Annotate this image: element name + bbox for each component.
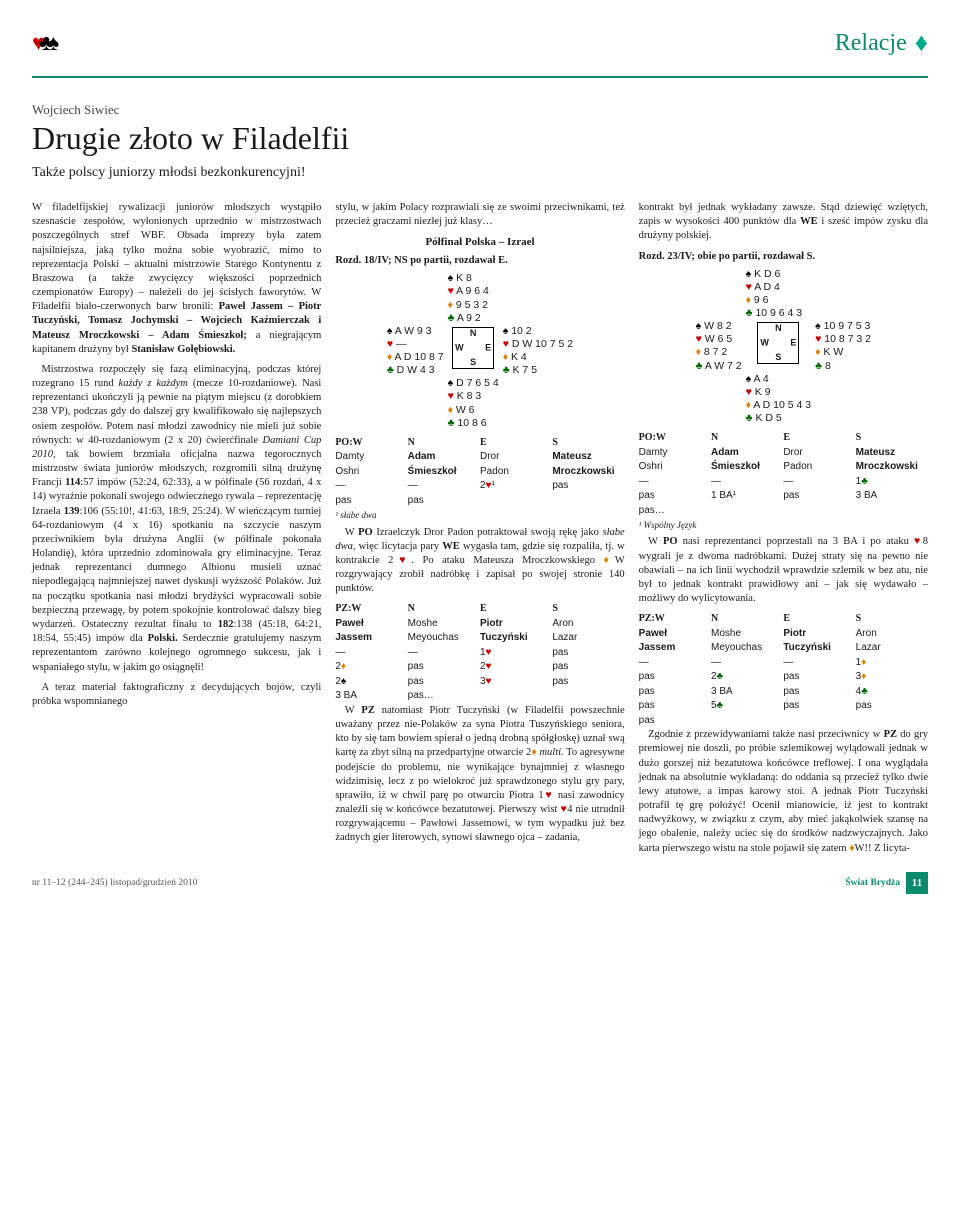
- text-bold: 114: [65, 477, 80, 488]
- section-title: Relacje: [487, 30, 907, 57]
- deal-1: K 8 A 9 6 4 9 5 3 2 A 9 2 A W 9 3 — A D …: [335, 272, 624, 430]
- text-bold: 182: [218, 619, 234, 630]
- column-1: W filadelfijskiej rywalizacji juniorów m…: [32, 201, 321, 862]
- footnote-1: ¹ słabe dwa: [335, 509, 624, 521]
- bidding-4-header: PZ:WNES: [639, 612, 928, 626]
- bidding-names: DamtyAdamDrorMateusz: [335, 450, 624, 464]
- article-title: Drugie złoto w Filadelfii: [32, 120, 928, 157]
- bidding-2-header: PZ:WNES: [335, 602, 624, 616]
- page-number: 11: [906, 872, 928, 894]
- c2-p3: W PZ natomiast Piotr Tuczyński (w Filade…: [335, 704, 624, 846]
- header: ♥ ♣ ♠ Relacje ♦: [32, 28, 928, 58]
- subheading: Półfinał Polska – Izrael: [335, 235, 624, 250]
- text-bold: Polski.: [148, 633, 178, 644]
- page-footer: nr 11–12 (244–245) listopad/grudzień 201…: [32, 872, 928, 894]
- author: Wojciech Siwiec: [32, 102, 928, 118]
- column-3: kontrakt był jednak wykładany zawsze. St…: [639, 201, 928, 862]
- spade-icon: ♠: [48, 30, 60, 56]
- page: ♥ ♣ ♠ Relacje ♦ Wojciech Siwiec Drugie z…: [0, 0, 960, 906]
- c3-p3: Zgodnie z przewidywaniami także nasi prz…: [639, 728, 928, 856]
- text-italic: każdy z każdym: [119, 378, 188, 389]
- board-header-2: Rozd. 23/IV; obie po partii, rozdawał S.: [639, 250, 928, 264]
- south-hand: D 7 6 5 4: [448, 377, 499, 390]
- text: :106 (55:10!, 41:63, 18:9, 25:24). W wie…: [32, 506, 321, 630]
- c3-p1: kontrakt był jednak wykładany zawsze. St…: [639, 201, 928, 244]
- diamond-icon: ♦: [915, 28, 928, 58]
- c2-p2: W PO Izraelczyk Dror Padon potraktował s…: [335, 526, 624, 597]
- bidding-3-header: PO:WNES: [639, 431, 928, 445]
- c1-p2: Mistrzostwa rozpoczęły się fazą eliminac…: [32, 363, 321, 675]
- text-bold: 139: [64, 506, 80, 517]
- header-divider: [32, 76, 928, 78]
- text: W filadelfijskiej rywalizacji juniorów m…: [32, 202, 321, 312]
- c1-p1: W filadelfijskiej rywalizacji juniorów m…: [32, 201, 321, 357]
- c1-p3: A teraz materiał faktograficzny z decydu…: [32, 681, 321, 709]
- deal-2: K D 6 A D 4 9 6 10 9 6 4 3 W 8 2 W 6 5 8…: [639, 268, 928, 426]
- c3-p2: W PO nasi reprezentanci poprzestali na 3…: [639, 535, 928, 606]
- east-hand: 10 2: [503, 325, 573, 338]
- compass-icon: NWES: [757, 322, 799, 364]
- header-suit-icons: ♥ ♣ ♠: [32, 30, 59, 56]
- board-header-1: Rozd. 18/IV; NS po partii, rozdawał E.: [335, 254, 624, 268]
- c2-p1: stylu, w jakim Polacy rozprawiali się ze…: [335, 201, 624, 229]
- footnote-2: ¹ Wspólny Język: [639, 519, 928, 531]
- columns: W filadelfijskiej rywalizacji juniorów m…: [32, 201, 928, 862]
- issue-info: nr 11–12 (244–245) listopad/grudzień 201…: [32, 878, 197, 888]
- compass-icon: NWES: [452, 327, 494, 369]
- bidding-1-header: PO:WNES: [335, 436, 624, 450]
- west-hand: A W 9 3: [387, 325, 444, 338]
- magazine-name: Świat Brydża: [845, 878, 900, 888]
- article-subtitle: Także polscy juniorzy młodsi bezkonkuren…: [32, 165, 928, 181]
- column-2: stylu, w jakim Polacy rozprawiali się ze…: [335, 201, 624, 862]
- text-bold: Stanisław Gołębiowski.: [131, 344, 235, 355]
- north-hand: K 8: [448, 272, 499, 285]
